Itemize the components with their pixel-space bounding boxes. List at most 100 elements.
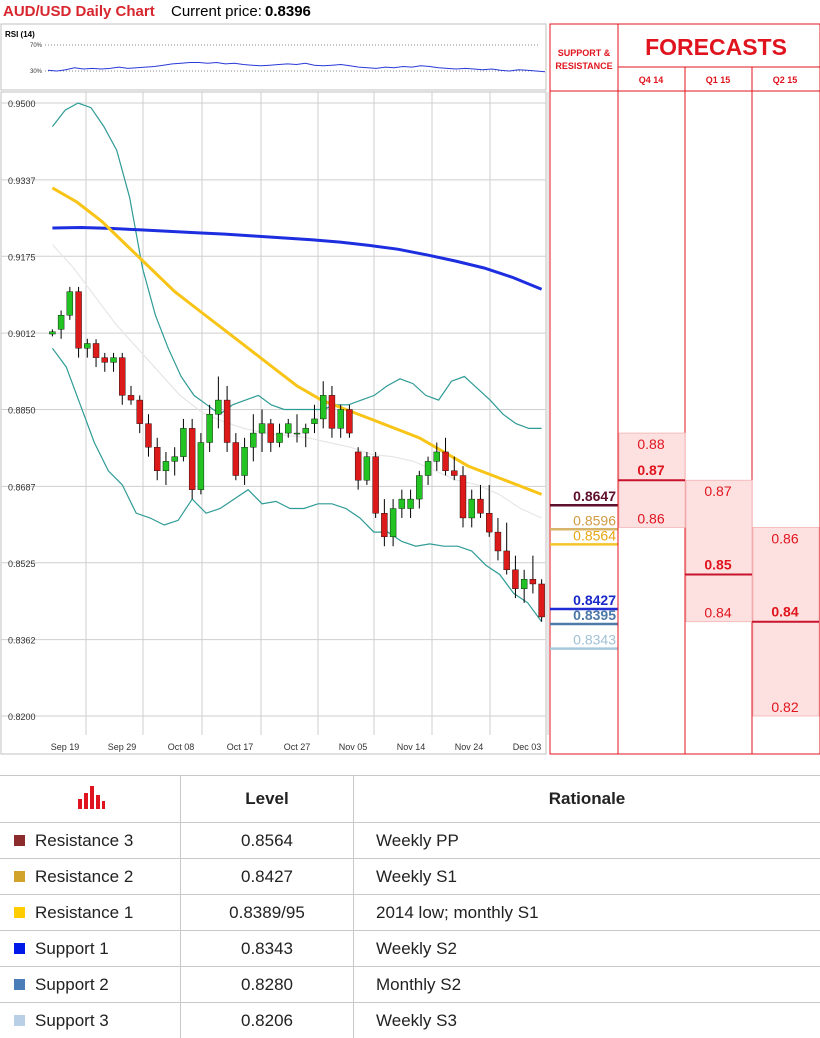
- candle-body: [294, 433, 300, 434]
- candle-body: [381, 513, 387, 537]
- x-tick-label: Dec 03: [513, 742, 542, 752]
- candle-body: [154, 447, 160, 471]
- sr-level-label: 0.8564: [573, 527, 616, 543]
- candle-body: [434, 452, 440, 461]
- level-color-swatch: [14, 907, 25, 918]
- forecast-title: FORECASTS: [645, 34, 787, 60]
- level-name-cell: Resistance 2: [0, 859, 181, 895]
- candle-body: [102, 358, 108, 363]
- y-tick-label: 0.8850: [8, 406, 36, 416]
- level-rationale: 2014 low; monthly S1: [354, 895, 820, 931]
- forecast-value-label: 0.87: [637, 462, 664, 478]
- candle-body: [355, 452, 361, 480]
- candle-body: [119, 358, 125, 396]
- candle-body: [145, 424, 151, 448]
- candle-body: [111, 358, 117, 363]
- x-tick-label: Nov 14: [397, 742, 426, 752]
- candle-body: [425, 461, 431, 475]
- x-tick-label: Sep 19: [51, 742, 80, 752]
- level-name: Support 2: [35, 975, 109, 994]
- forecast-value-label: 0.84: [771, 604, 798, 620]
- level-value: 0.8564: [181, 823, 354, 859]
- candle-body: [49, 332, 55, 334]
- sr-title-line1: SUPPORT &: [558, 48, 611, 58]
- x-tick-label: Nov 05: [339, 742, 368, 752]
- candle-body: [530, 579, 536, 584]
- rsi-panel: [1, 24, 546, 90]
- x-tick-label: Sep 29: [108, 742, 137, 752]
- level-name: Resistance 3: [35, 831, 133, 850]
- level-name: Support 1: [35, 939, 109, 958]
- sr-level-label: 0.8596: [573, 512, 616, 528]
- candle-body: [390, 509, 396, 537]
- candle-body: [224, 400, 230, 442]
- candle-body: [93, 343, 99, 357]
- candle-body: [443, 452, 449, 471]
- y-tick-label: 0.8200: [8, 712, 36, 722]
- chart-title: AUD/USD Daily Chart: [3, 3, 155, 20]
- x-tick-label: Oct 17: [227, 742, 254, 752]
- sr-level-label: 0.8647: [573, 488, 616, 504]
- forecast-column-header: Q1 15: [706, 75, 731, 85]
- candle-body: [259, 424, 265, 433]
- candle-body: [539, 584, 545, 617]
- rsi-label: RSI (14): [5, 30, 35, 39]
- candle-body: [311, 419, 317, 424]
- candle-body: [460, 476, 466, 518]
- candle-body: [268, 424, 274, 443]
- forecast-value-label: 0.84: [704, 605, 731, 621]
- candle-body: [329, 395, 335, 428]
- candle-body: [172, 457, 178, 462]
- candle-body: [277, 433, 283, 442]
- candle-body: [285, 424, 291, 433]
- y-tick-label: 0.9175: [8, 252, 36, 262]
- y-tick-label: 0.9012: [8, 329, 36, 339]
- forecast-value-label: 0.85: [704, 557, 731, 573]
- candle-body: [128, 395, 134, 400]
- y-tick-label: 0.8362: [8, 636, 36, 646]
- forecast-column-header: Q4 14: [639, 75, 664, 85]
- level-name-cell: Resistance 1: [0, 895, 181, 931]
- candle-body: [346, 410, 352, 434]
- candle-body: [215, 400, 221, 414]
- level-color-swatch: [14, 871, 25, 882]
- candle-body: [250, 433, 256, 447]
- price-value: 0.8396: [265, 3, 311, 20]
- candle-body: [338, 410, 344, 429]
- price-plot-area: [1, 92, 546, 754]
- level-color-swatch: [14, 835, 25, 846]
- x-tick-label: Nov 24: [455, 742, 484, 752]
- level-value: 0.8206: [181, 1003, 354, 1038]
- level-name: Resistance 1: [35, 903, 133, 922]
- level-color-swatch: [14, 943, 25, 954]
- bars-icon-cell: [0, 776, 181, 823]
- candle-body: [373, 457, 379, 514]
- y-tick-label: 0.9337: [8, 176, 36, 186]
- candle-body: [67, 292, 73, 316]
- candle-body: [504, 551, 510, 570]
- rsi-lower-label: 30%: [30, 69, 43, 75]
- candle-body: [364, 457, 370, 481]
- level-rationale: Weekly PP: [354, 823, 820, 859]
- chart-canvas: AUD/USD Daily Chart Current price: 0.839…: [0, 0, 820, 775]
- candle-body: [84, 343, 90, 348]
- level-name: Resistance 2: [35, 867, 133, 886]
- candle-body: [76, 292, 82, 349]
- forecast-band: [686, 480, 752, 621]
- level-value: 0.8389/95: [181, 895, 354, 931]
- forecast-value-label: 0.88: [637, 436, 664, 452]
- candle-body: [58, 315, 64, 329]
- sr-level-label: 0.8343: [573, 632, 616, 648]
- candle-body: [198, 443, 204, 490]
- forecast-column-header: Q2 15: [773, 75, 798, 85]
- candle-body: [416, 476, 422, 500]
- level-rationale: Monthly S2: [354, 967, 820, 1003]
- level-rationale: Weekly S3: [354, 1003, 820, 1038]
